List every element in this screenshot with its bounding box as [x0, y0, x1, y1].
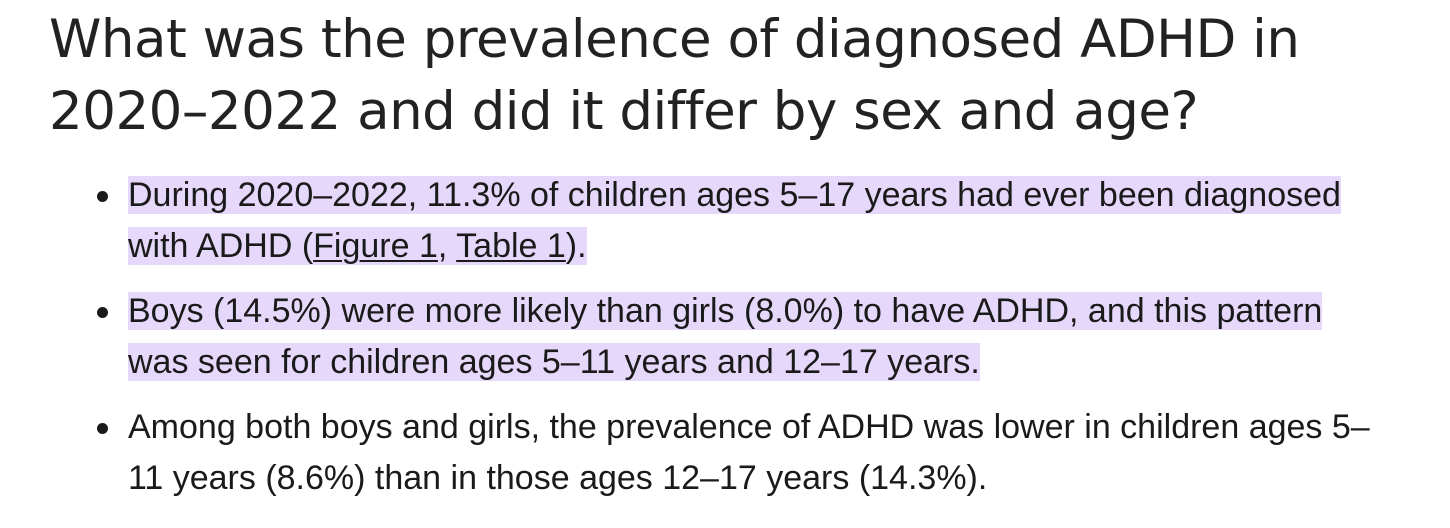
list-item: Boys (14.5%) were more likely than girls…: [0, 286, 1450, 388]
finding-text: During 2020–2022, 11.3% of children ages…: [128, 176, 1341, 265]
table-1-link[interactable]: Table 1: [456, 227, 566, 265]
list-item: During 2020–2022, 11.3% of children ages…: [0, 170, 1450, 272]
key-findings-list: During 2020–2022, 11.3% of children ages…: [0, 170, 1450, 518]
question-heading: What was the prevalence of diagnosed ADH…: [49, 9, 1300, 142]
highlighted-text: Boys (14.5%) were more likely than girls…: [128, 292, 1323, 381]
list-item: Among both boys and girls, the prevalenc…: [0, 402, 1450, 504]
figure-1-link[interactable]: Figure 1: [313, 227, 438, 265]
finding-text-end: ).: [565, 227, 587, 265]
bullet-dot-icon: [97, 307, 108, 318]
finding-text: Among both boys and girls, the prevalenc…: [128, 408, 1370, 497]
bullet-dot-icon: [97, 191, 108, 202]
link-separator: ,: [437, 227, 457, 265]
highlighted-text: During 2020–2022, 11.3% of children ages…: [128, 176, 1341, 265]
bullet-dot-icon: [97, 423, 108, 434]
